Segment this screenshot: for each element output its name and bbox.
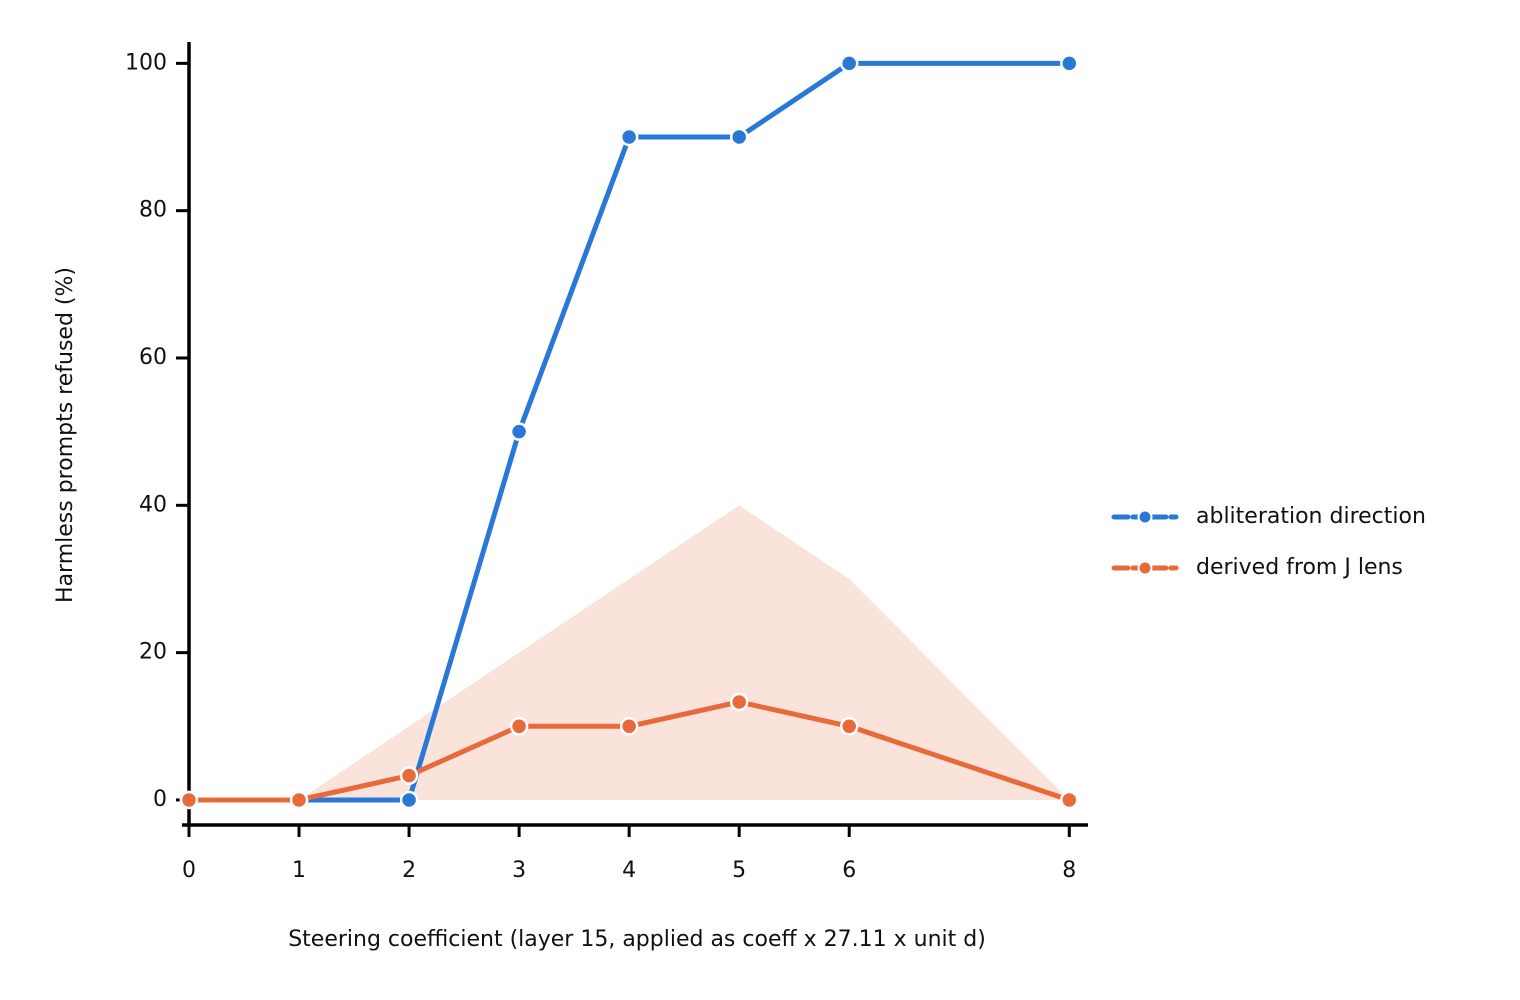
x-tick-label: 3 xyxy=(512,858,526,883)
legend-label: abliteration direction xyxy=(1196,504,1426,529)
x-tick-label: 4 xyxy=(622,858,636,883)
y-tick-label: 0 xyxy=(153,787,167,812)
y-tick-label: 20 xyxy=(139,640,167,665)
data-point xyxy=(1060,54,1079,73)
legend-marker xyxy=(1137,509,1153,525)
data-point xyxy=(729,692,749,712)
data-point xyxy=(399,766,419,785)
x-tick-label: 1 xyxy=(292,858,306,883)
y-tick-label: 40 xyxy=(139,492,167,517)
data-point xyxy=(619,717,639,736)
x-axis-label: Steering coefficient (layer 15, applied … xyxy=(288,927,986,952)
x-tick-label: 6 xyxy=(842,858,856,883)
legend-label: derived from J lens xyxy=(1196,555,1403,580)
data-point xyxy=(179,790,199,810)
x-tick-label: 0 xyxy=(182,858,196,883)
y-tick-label: 100 xyxy=(125,50,167,75)
series-line xyxy=(186,699,1072,803)
x-tick-label: 5 xyxy=(732,858,746,883)
data-point xyxy=(509,422,529,441)
data-point xyxy=(509,717,529,736)
data-point xyxy=(289,790,309,810)
data-point xyxy=(839,717,859,736)
y-axis-label: Harmless prompts refused (%) xyxy=(53,267,78,603)
x-tick-label: 2 xyxy=(402,858,416,883)
legend-marker xyxy=(1137,560,1153,576)
data-point xyxy=(839,54,859,73)
data-point xyxy=(619,127,639,147)
x-tick-label: 8 xyxy=(1062,858,1076,883)
data-point xyxy=(729,127,749,147)
series-line xyxy=(186,60,1072,803)
data-point xyxy=(399,790,419,810)
data-point xyxy=(1060,790,1079,810)
y-tick-label: 60 xyxy=(139,345,167,370)
y-tick-label: 80 xyxy=(139,198,167,223)
